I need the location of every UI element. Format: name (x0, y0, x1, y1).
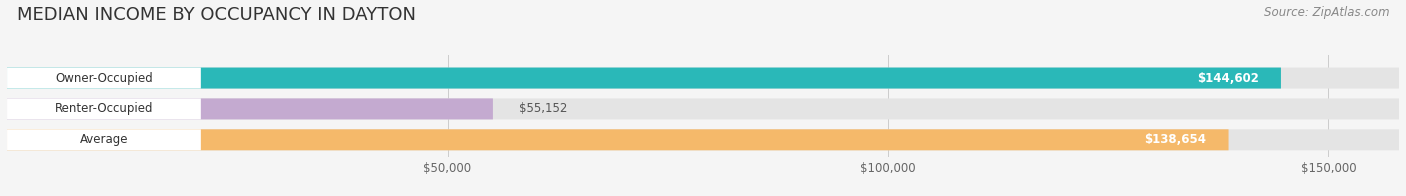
FancyBboxPatch shape (7, 68, 1281, 89)
FancyBboxPatch shape (7, 129, 1229, 150)
Text: $138,654: $138,654 (1144, 133, 1206, 146)
FancyBboxPatch shape (7, 98, 1399, 119)
Text: Average: Average (80, 133, 128, 146)
Text: Owner-Occupied: Owner-Occupied (55, 72, 153, 84)
FancyBboxPatch shape (7, 98, 494, 119)
FancyBboxPatch shape (7, 68, 201, 89)
FancyBboxPatch shape (7, 68, 1399, 89)
Text: $144,602: $144,602 (1197, 72, 1258, 84)
Text: Renter-Occupied: Renter-Occupied (55, 103, 153, 115)
FancyBboxPatch shape (7, 129, 1399, 150)
FancyBboxPatch shape (7, 98, 201, 119)
Text: Source: ZipAtlas.com: Source: ZipAtlas.com (1264, 6, 1389, 19)
FancyBboxPatch shape (7, 129, 201, 150)
Text: $55,152: $55,152 (519, 103, 568, 115)
Text: MEDIAN INCOME BY OCCUPANCY IN DAYTON: MEDIAN INCOME BY OCCUPANCY IN DAYTON (17, 6, 416, 24)
